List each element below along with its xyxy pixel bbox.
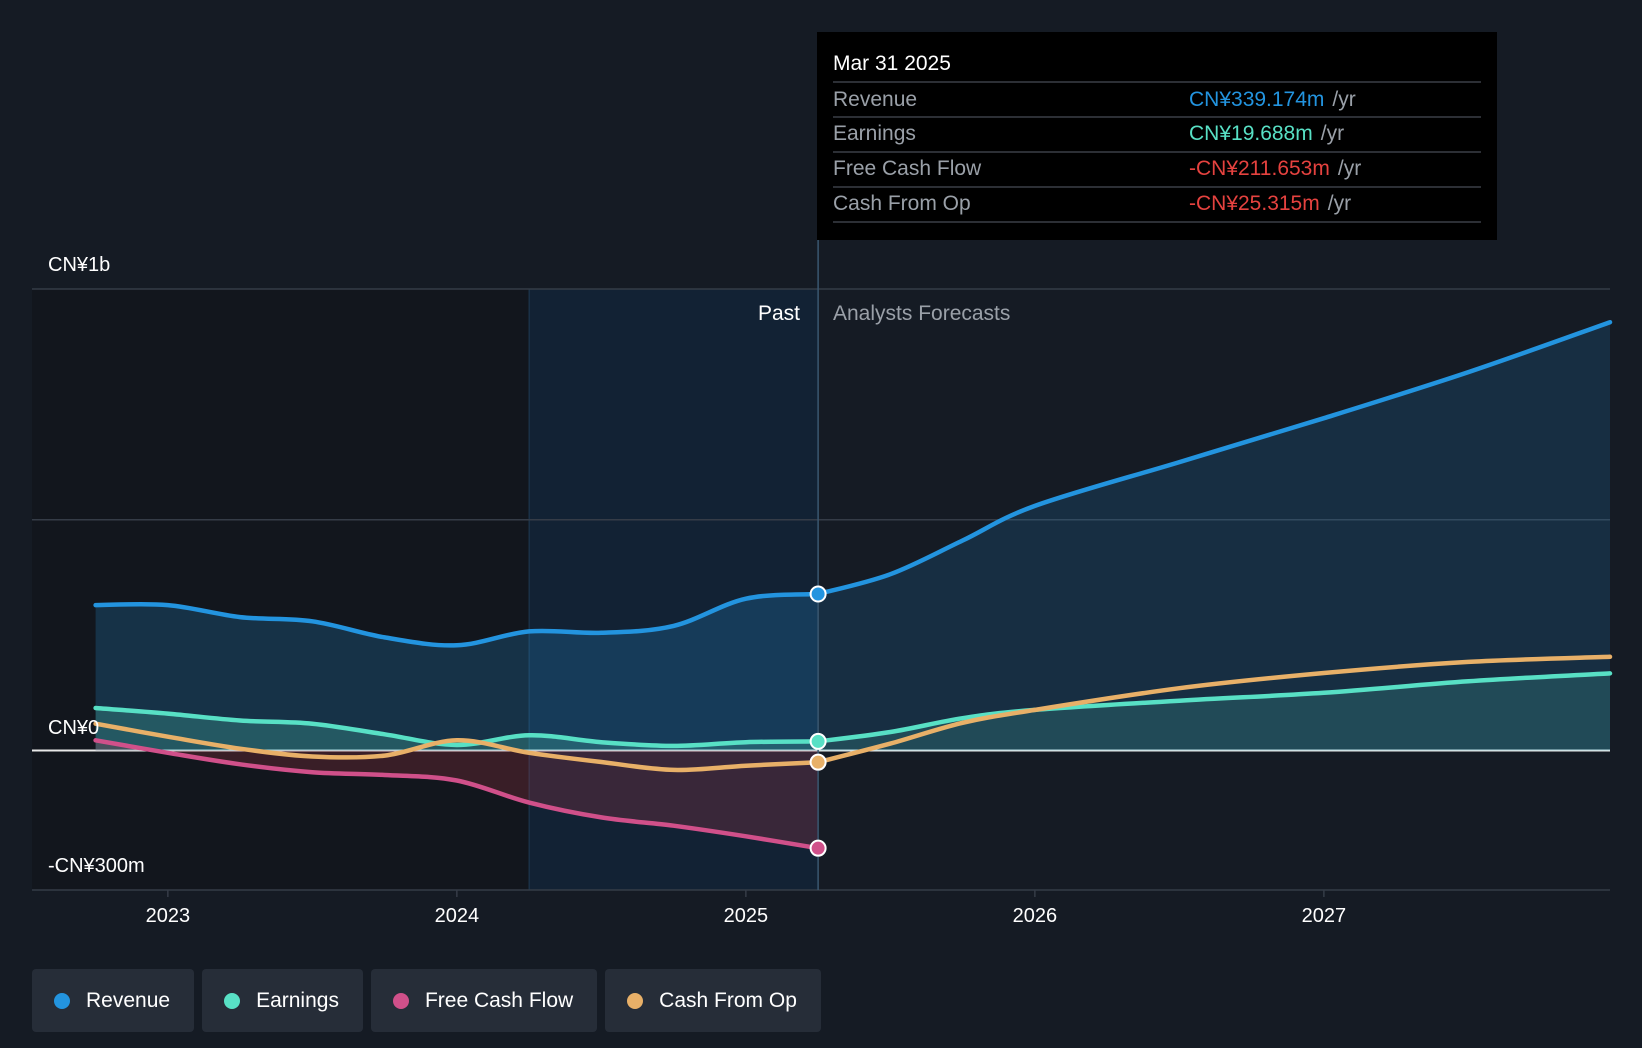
tooltip-revenue-label: Revenue [833, 88, 917, 111]
y-tick-label-bottom: -CN¥300m [48, 855, 145, 877]
x-tick-label: 2026 [1013, 905, 1058, 927]
tooltip-date: Mar 31 2025 [833, 52, 951, 75]
tooltip-revenue-amount: CN¥339.174m [1189, 88, 1324, 111]
tooltip-cfo-label: Cash From Op [833, 192, 971, 215]
tooltip-earnings-value: CN¥19.688m/yr [1189, 122, 1344, 145]
legend-label-earnings: Earnings [256, 988, 339, 1012]
revenue-forecast-line [815, 319, 1613, 597]
earnings-marker [809, 732, 827, 750]
legend-dot-earnings [224, 992, 241, 1009]
tooltip-fcf-unit: /yr [1338, 157, 1361, 180]
tooltip-revenue-unit: /yr [1332, 88, 1355, 111]
legend-item-revenue[interactable]: Revenue [32, 969, 195, 1032]
tooltip-background [817, 32, 1497, 240]
y-tick-label-top: CN¥1b [48, 254, 110, 276]
past-label: Past [758, 302, 800, 325]
legend-item-free-cash-flow[interactable]: Free Cash Flow [370, 969, 598, 1032]
earnings-forecast-line [815, 671, 1613, 744]
legend-dot-revenue [54, 992, 70, 1009]
tooltip-fcf-value: -CN¥211.653m/yr [1189, 157, 1361, 180]
revenue-past-line [93, 591, 821, 648]
legend-label-revenue: Revenue [86, 988, 171, 1012]
revenue-forecast-area [818, 322, 1610, 751]
tooltip-earnings-amount: CN¥19.688m [1189, 122, 1313, 145]
cash-from-op-past-line [93, 721, 821, 773]
tooltip-fcf-label: Free Cash Flow [833, 157, 982, 180]
earnings-past-area [95, 708, 819, 751]
tooltip: Mar 31 2025 Revenue CN¥339.174m/yr Earni… [817, 32, 1497, 240]
legend-item-earnings[interactable]: Earnings [202, 969, 363, 1032]
legend-label-free-cash-flow: Free Cash Flow [424, 988, 574, 1012]
highlight-region [529, 289, 819, 890]
tooltip-cfo-unit: /yr [1328, 192, 1351, 215]
forecast-label: Analysts Forecasts [833, 302, 1010, 325]
tooltip-earnings-label: Earnings [833, 122, 916, 145]
legend-dot-free-cash-flow [392, 992, 409, 1009]
x-tick-label: 2027 [1302, 905, 1347, 927]
free-cash-flow-marker [809, 839, 827, 857]
tooltip-cfo-amount: -CN¥25.315m [1189, 192, 1320, 215]
legend-item-cash-from-op[interactable]: Cash From Op [605, 969, 821, 1032]
x-tick-label: 2025 [724, 905, 769, 927]
tooltip-earnings-unit: /yr [1321, 122, 1344, 145]
x-tick-label: 2024 [435, 905, 480, 927]
free-cash-flow-past-line [93, 738, 821, 851]
legend: Revenue Earnings Free Cash Flow Cash Fro… [32, 969, 821, 1032]
legend-label-cash-from-op: Cash From Op [659, 988, 797, 1012]
revenue-marker [809, 585, 827, 603]
cash-from-op-marker [809, 753, 827, 771]
tooltip-cfo-value: -CN¥25.315m/yr [1189, 192, 1351, 215]
earnings-past-line [93, 705, 821, 749]
tooltip-revenue-value: CN¥339.174m/yr [1189, 88, 1356, 111]
cash-from-op-forecast-line [815, 654, 1613, 765]
earnings-forecast-area [818, 673, 1610, 751]
x-tick-label: 2023 [146, 905, 191, 927]
legend-dot-cash-from-op [627, 992, 644, 1009]
tooltip-fcf-amount: -CN¥211.653m [1189, 157, 1330, 180]
y-tick-label-zero: CN¥0 [48, 717, 99, 739]
